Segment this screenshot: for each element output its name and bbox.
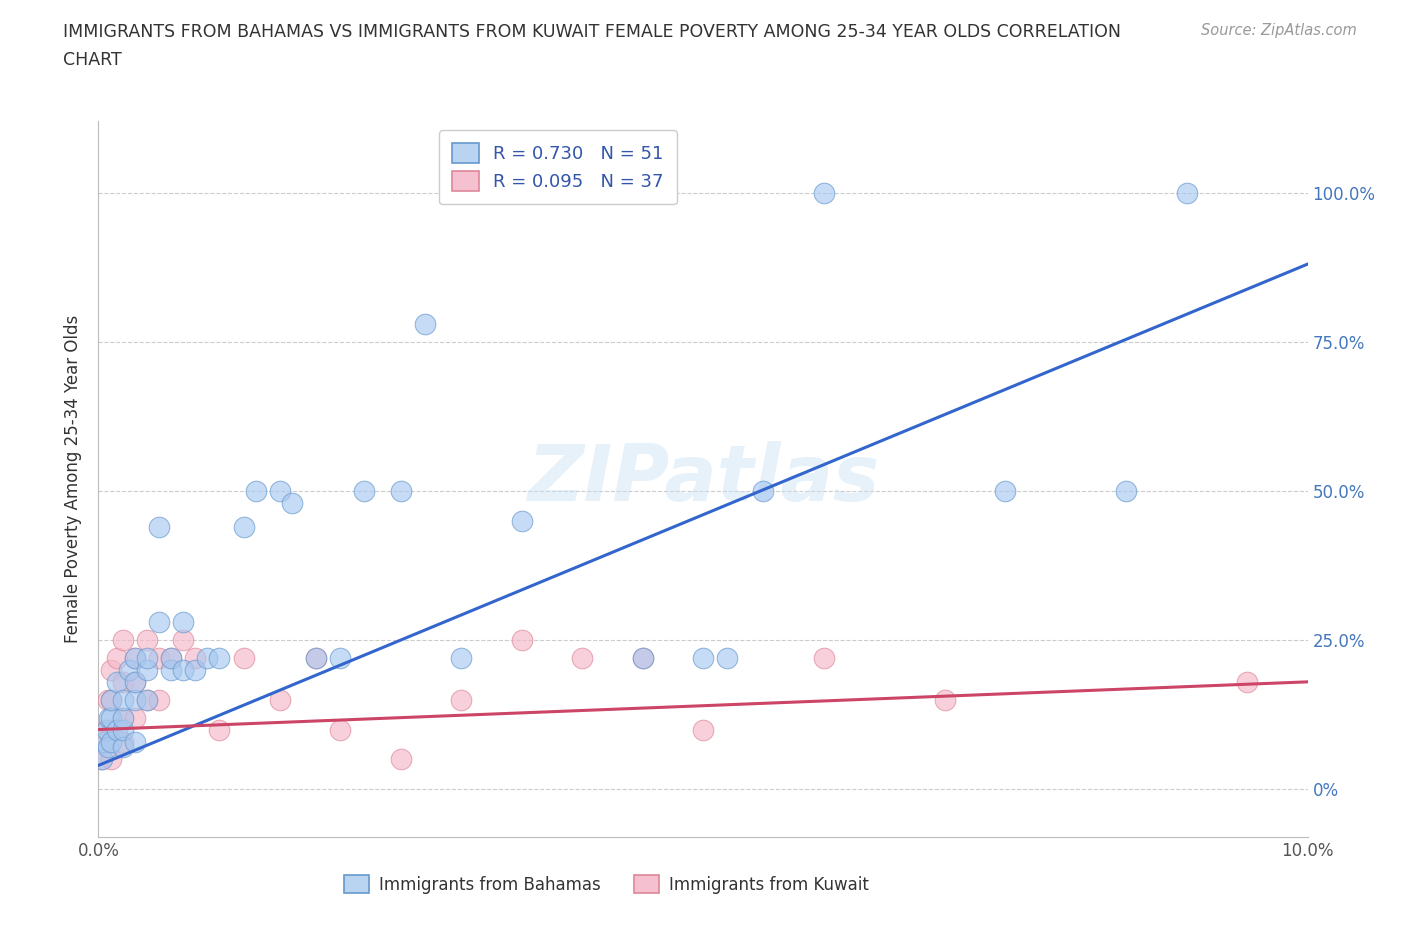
Text: IMMIGRANTS FROM BAHAMAS VS IMMIGRANTS FROM KUWAIT FEMALE POVERTY AMONG 25-34 YEA: IMMIGRANTS FROM BAHAMAS VS IMMIGRANTS FR… [63, 23, 1121, 41]
Point [124, 734, 146, 749]
Point [100, 711, 122, 725]
Point [172, 632, 194, 647]
Point [245, 484, 267, 498]
Point [98, 711, 121, 725]
Point [510, 513, 533, 528]
Point [232, 651, 254, 666]
Point [135, 651, 157, 666]
Point [510, 632, 533, 647]
Point [111, 692, 134, 707]
Point [90, 752, 112, 767]
Point [91, 752, 114, 767]
Point [111, 740, 134, 755]
Y-axis label: Female Poverty Among 25-34 Year Olds: Female Poverty Among 25-34 Year Olds [65, 315, 83, 643]
Point [96, 722, 118, 737]
Point [631, 651, 654, 666]
Point [148, 651, 170, 666]
Point [184, 662, 207, 677]
Point [124, 674, 146, 689]
Point [353, 484, 375, 498]
Point [571, 651, 593, 666]
Point [124, 651, 146, 666]
Point [716, 651, 738, 666]
Point [305, 651, 328, 666]
Point [450, 651, 472, 666]
Point [160, 651, 183, 666]
Point [208, 722, 231, 737]
Point [135, 632, 157, 647]
Point [105, 674, 128, 689]
Text: ZIPatlas: ZIPatlas [527, 441, 879, 517]
Point [148, 692, 170, 707]
Point [1236, 674, 1258, 689]
Point [172, 615, 194, 630]
Point [389, 752, 412, 767]
Point [105, 722, 128, 737]
Point [124, 651, 146, 666]
Point [389, 484, 412, 498]
Point [111, 632, 134, 647]
Point [111, 734, 134, 749]
Point [208, 651, 231, 666]
Point [93, 734, 115, 749]
Point [100, 752, 122, 767]
Point [97, 692, 120, 707]
Point [100, 662, 122, 677]
Point [571, 185, 593, 200]
Point [692, 651, 714, 666]
Point [111, 674, 134, 689]
Point [160, 662, 183, 677]
Text: Source: ZipAtlas.com: Source: ZipAtlas.com [1201, 23, 1357, 38]
Point [160, 651, 183, 666]
Point [148, 615, 170, 630]
Text: CHART: CHART [63, 51, 122, 69]
Point [269, 484, 291, 498]
Point [813, 185, 835, 200]
Point [329, 722, 352, 737]
Point [124, 711, 146, 725]
Point [97, 740, 120, 755]
Point [135, 692, 157, 707]
Point [631, 651, 654, 666]
Point [1175, 185, 1198, 200]
Point [232, 519, 254, 534]
Point [450, 692, 472, 707]
Point [111, 711, 134, 725]
Point [91, 734, 114, 749]
Point [752, 484, 775, 498]
Point [305, 651, 328, 666]
Point [118, 662, 141, 677]
Point [281, 496, 304, 511]
Point [1115, 484, 1137, 498]
Point [100, 692, 122, 707]
Point [184, 651, 207, 666]
Point [172, 662, 194, 677]
Point [100, 734, 122, 749]
Point [111, 711, 134, 725]
Point [100, 722, 122, 737]
Point [195, 651, 218, 666]
Point [94, 722, 117, 737]
Point [148, 519, 170, 534]
Point [124, 692, 146, 707]
Point [329, 651, 352, 666]
Point [100, 692, 122, 707]
Legend: Immigrants from Bahamas, Immigrants from Kuwait: Immigrants from Bahamas, Immigrants from… [337, 869, 876, 900]
Point [269, 692, 291, 707]
Point [111, 722, 134, 737]
Point [135, 692, 157, 707]
Point [813, 651, 835, 666]
Point [994, 484, 1017, 498]
Point [692, 722, 714, 737]
Point [124, 674, 146, 689]
Point [413, 316, 436, 331]
Point [135, 662, 157, 677]
Point [934, 692, 956, 707]
Point [105, 651, 128, 666]
